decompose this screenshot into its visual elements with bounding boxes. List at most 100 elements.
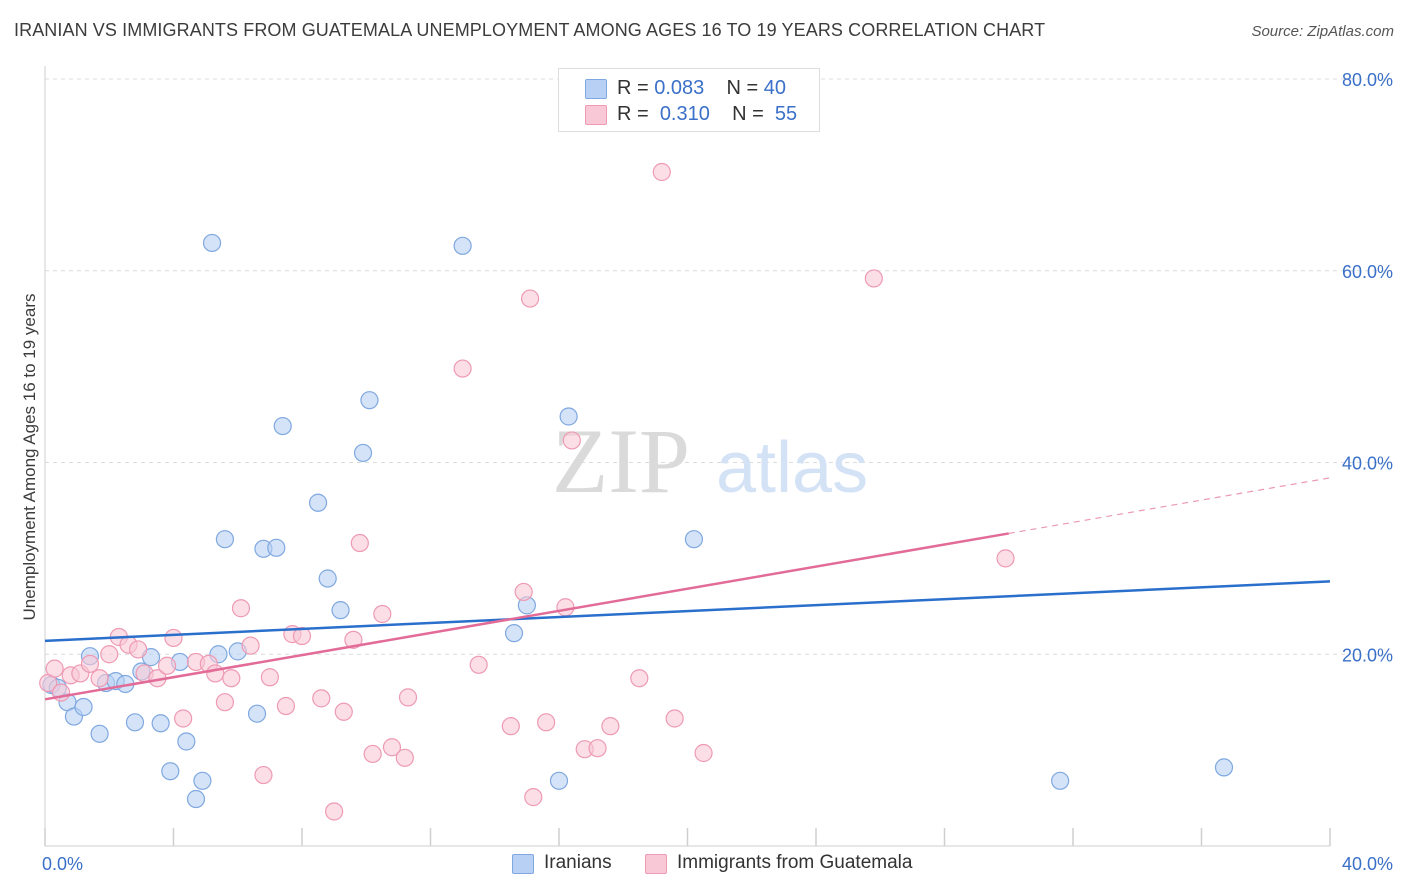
data-point-guatemala [241,636,260,655]
y-axis-label: Unemployment Among Ages 16 to 19 years [20,293,39,621]
data-point-guatemala [215,693,234,712]
data-point-iranians [684,530,704,549]
legend-n-label: N = [726,77,759,99]
trendline-guatemala-extension [1008,477,1331,535]
data-point-guatemala [398,688,418,707]
data-point-iranians [193,771,212,790]
data-point-guatemala [524,788,543,807]
series-guatemala [39,162,1015,821]
data-point-guatemala [164,628,183,648]
gridlines [45,78,1392,655]
data-point-guatemala [601,717,620,736]
data-point-iranians [559,407,578,426]
data-point-guatemala [537,713,556,732]
data-point-guatemala [520,289,540,308]
tick-labels: 20.0% 40.0% 60.0% 80.0% 0.0% 40.0% [42,70,1393,874]
data-point-guatemala [350,533,369,553]
legend-r-value-iranians: 0.083 [654,77,705,99]
data-point-iranians [353,443,373,463]
data-point-guatemala [292,626,312,646]
bottom-legend-swatch-guatemala [645,854,667,874]
y-tick-label: 20.0% [1342,645,1393,665]
data-point-iranians [453,236,472,255]
bottom-legend-swatch-iranians [512,854,534,874]
data-point-guatemala [231,599,251,618]
data-point-guatemala [276,696,296,716]
legend: R = 0.083 N = 40 R = 0.310 N = 55 [558,68,820,132]
x-tick-label: 40.0% [1342,854,1393,874]
data-point-guatemala [45,659,64,678]
data-point-iranians [318,569,337,588]
trendlines [44,477,1331,701]
trendline-iranians [44,580,1331,643]
data-point-guatemala [344,630,363,649]
chart-title: IRANIAN VS IMMIGRANTS FROM GUATEMALA UNE… [14,20,1046,40]
source-credit: Source: ZipAtlas.com [1251,23,1394,40]
data-point-iranians [247,704,267,723]
data-point-guatemala [254,765,273,785]
data-point-iranians [177,732,196,751]
data-point-iranians [74,697,93,717]
data-point-guatemala [630,669,649,688]
y-tick-label: 40.0% [1342,454,1393,474]
data-point-guatemala [80,654,100,673]
data-point-guatemala [501,717,520,736]
data-point-guatemala [453,359,472,378]
data-point-guatemala [382,738,402,757]
data-point-guatemala [363,744,382,764]
data-point-guatemala [206,664,225,683]
x-tick-label: 0.0% [42,854,83,874]
y-tick-label: 60.0% [1342,262,1393,282]
data-point-guatemala [665,709,684,728]
legend-r-value-guatemala: 0.310 [659,103,710,125]
data-point-iranians [161,762,180,781]
data-point-guatemala [260,668,279,687]
data-point-guatemala [588,739,607,758]
data-point-guatemala [312,689,331,708]
data-point-iranians [1214,758,1234,777]
data-point-guatemala [864,269,883,288]
data-point-guatemala [90,669,109,688]
y-tick-label: 80.0% [1342,70,1393,90]
data-point-iranians [1051,771,1070,790]
axes [44,66,1331,847]
data-point-iranians [331,601,350,620]
data-point-iranians [267,538,286,557]
data-point-iranians [549,771,569,790]
legend-n-label: N = [732,103,764,125]
legend-r-label: R = [617,77,649,99]
data-point-guatemala [373,604,392,624]
data-point-guatemala [996,549,1015,568]
data-point-iranians [273,416,292,436]
series-iranians [42,233,1234,809]
bottom-legend-label-iranians: Iranians [544,852,612,873]
data-point-guatemala [556,598,575,617]
legend-n-value-iranians: 40 [763,77,787,99]
watermark-zip: ZIP [552,410,690,512]
data-point-guatemala [100,645,119,664]
data-point-iranians [215,530,234,549]
legend-n-value-guatemala: 55 [774,103,798,125]
data-point-iranians [308,493,328,512]
data-point-guatemala [469,655,488,674]
bottom-legend-label-guatemala: Immigrants from Guatemala [677,852,913,873]
data-point-iranians [202,233,222,253]
data-point-guatemala [395,748,414,767]
data-point-iranians [125,713,145,732]
data-point-guatemala [334,702,353,721]
data-point-guatemala [562,431,581,450]
legend-swatch-iranians [585,79,607,99]
data-point-guatemala [129,640,148,659]
data-point-guatemala [652,162,671,182]
data-point-guatemala [325,802,344,821]
watermark-atlas: atlas [716,428,868,508]
watermark: ZIP atlas [552,410,868,512]
data-point-guatemala [694,743,713,763]
data-point-guatemala [157,656,177,675]
legend-swatch-guatemala [585,105,607,125]
data-point-iranians [90,724,109,743]
data-point-iranians [151,714,170,733]
data-point-guatemala [222,669,241,688]
data-point-iranians [504,624,524,643]
